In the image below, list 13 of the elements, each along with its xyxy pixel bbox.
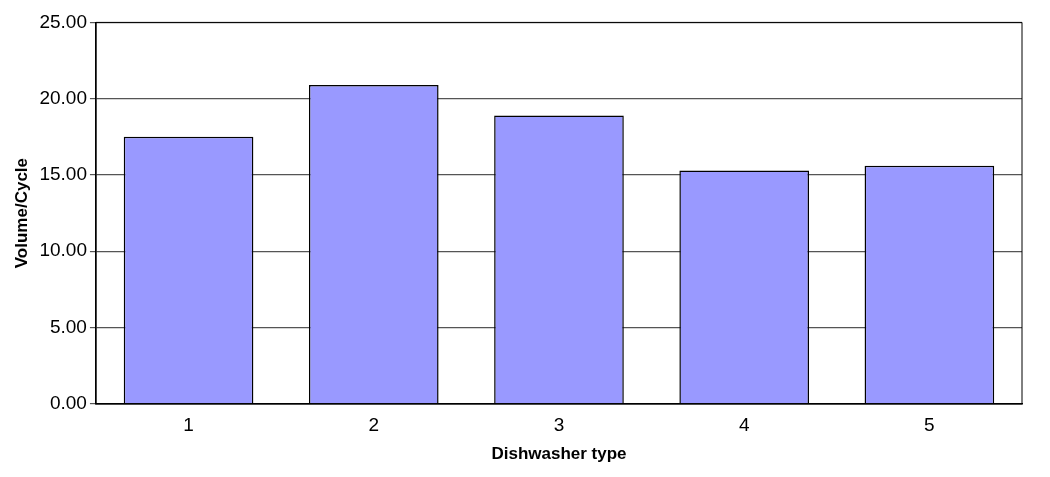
x-tick-label: 5 <box>924 414 935 436</box>
y-tick-label: 5.00 <box>49 315 87 337</box>
y-axis-title: Volume/Cycle <box>11 157 31 269</box>
x-tick-label: 1 <box>183 414 194 436</box>
y-tick-label: 25.00 <box>39 10 87 32</box>
x-tick-label: 3 <box>553 414 565 436</box>
y-tick-label: 0.00 <box>49 392 87 414</box>
y-tick-label: 20.00 <box>39 86 87 108</box>
x-axis-title: Dishwasher type <box>491 444 627 464</box>
x-tick-label: 2 <box>368 414 380 436</box>
y-tick-label: 10.00 <box>39 239 87 261</box>
y-tick-label: 15.00 <box>39 163 87 185</box>
x-tick-label: 4 <box>738 414 750 436</box>
